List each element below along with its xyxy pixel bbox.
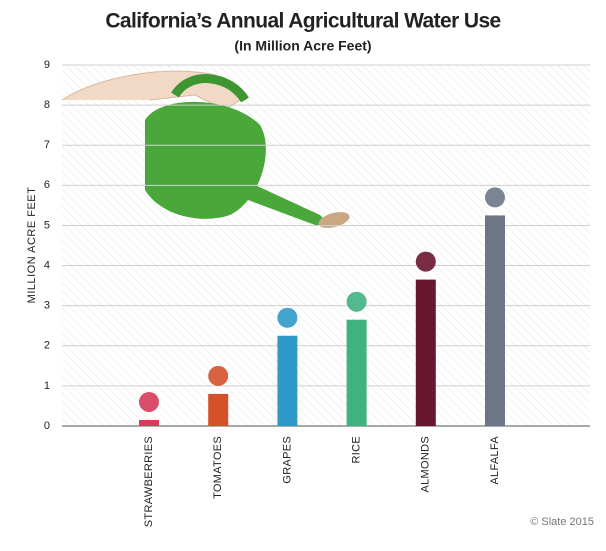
y-tick-label: 3 [44, 300, 50, 312]
bar [346, 319, 367, 426]
watering-can-illustration [61, 70, 350, 228]
x-tick-label: TOMATOES [212, 436, 224, 499]
y-tick-label: 8 [44, 99, 50, 111]
x-tick-label: GRAPES [281, 436, 293, 484]
y-tick-label: 9 [44, 59, 50, 71]
crop-icon [139, 391, 159, 412]
y-tick-label: 0 [44, 420, 50, 432]
bar [277, 335, 298, 426]
x-tick-label: ALMONDS [420, 436, 432, 493]
plot-background [62, 65, 590, 426]
x-tick-label: RICE [351, 436, 363, 463]
bar [208, 393, 229, 426]
crop-icon [208, 365, 229, 386]
y-tick-label: 7 [44, 139, 50, 151]
y-tick-label: 1 [44, 380, 50, 392]
y-axis-label: MILLION ACRE FEET [26, 187, 38, 304]
bar [485, 215, 505, 426]
y-tick-label: 6 [44, 179, 50, 191]
y-tick-label: 2 [44, 340, 50, 352]
chart-subtitle: (In Million Acre Feet) [234, 38, 371, 54]
x-tick-label: ALFALFA [489, 436, 501, 485]
crop-icon [277, 307, 298, 328]
y-tick-label: 4 [44, 259, 50, 271]
crop-icon [346, 291, 367, 312]
credit: © Slate 2015 [530, 516, 594, 528]
bar [415, 279, 436, 426]
y-tick-label: 5 [44, 219, 50, 231]
crop-icon [485, 187, 505, 208]
bar [139, 419, 159, 426]
crop-icon [415, 251, 436, 272]
x-tick-label: STRAWBERRIES [143, 436, 155, 527]
chart-title: California’s Annual Agricultural Water U… [105, 10, 500, 33]
